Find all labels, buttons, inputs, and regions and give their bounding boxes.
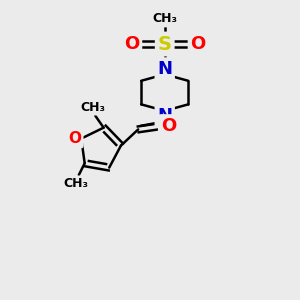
Text: O: O bbox=[160, 117, 176, 135]
Text: O: O bbox=[68, 131, 81, 146]
Text: CH₃: CH₃ bbox=[80, 100, 105, 113]
Text: O: O bbox=[190, 35, 206, 53]
Text: CH₃: CH₃ bbox=[152, 13, 177, 26]
Text: O: O bbox=[124, 35, 139, 53]
Text: S: S bbox=[158, 34, 172, 53]
Text: N: N bbox=[157, 107, 172, 125]
Text: N: N bbox=[157, 60, 172, 78]
Text: CH₃: CH₃ bbox=[63, 177, 88, 190]
